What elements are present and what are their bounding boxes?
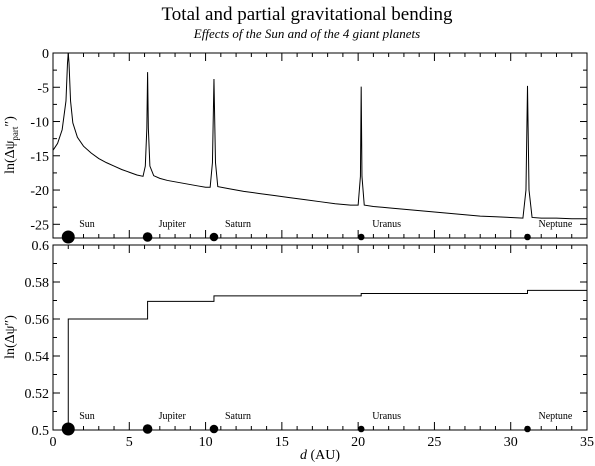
top-series-line xyxy=(52,52,587,220)
x-tick-label: 15 xyxy=(275,435,289,450)
top-y-label-suffix: ″) xyxy=(3,116,18,127)
bottom-y-ticks: 0.5 0.52 0.54 0.56 0.58 0.6 xyxy=(25,239,587,439)
x-tick-label: 0 xyxy=(50,435,57,450)
top-body-markers: Sun Jupiter Saturn Uranus Neptune xyxy=(61,219,573,244)
body-label-uranus: Uranus xyxy=(372,219,401,230)
body-marker-jupiter xyxy=(142,424,153,434)
y-tick-label: 0.56 xyxy=(25,313,50,328)
x-tick-label: 20 xyxy=(351,435,365,450)
body-marker-jupiter xyxy=(142,232,153,242)
body-label-saturn: Saturn xyxy=(225,411,251,422)
y-tick-label: 0.6 xyxy=(32,239,50,254)
x-axis-label: d (AU) xyxy=(300,448,340,463)
body-label-neptune: Neptune xyxy=(538,219,572,230)
chart-title: Total and partial gravitational bending xyxy=(162,4,453,25)
body-label-sun: Sun xyxy=(79,411,95,422)
bottom-y-axis-label: ln(Δψ″) xyxy=(3,315,18,359)
body-label-jupiter: Jupiter xyxy=(159,411,187,422)
top-y-ticks: 0 -5 -10 -15 -20 -25 xyxy=(30,47,587,233)
y-tick-label: -15 xyxy=(30,150,49,165)
y-tick-label: -25 xyxy=(30,218,49,233)
bottom-x-ticks: 0 5 10 15 20 25 30 35 xyxy=(50,245,594,450)
y-tick-label: -10 xyxy=(30,116,49,131)
y-tick-label: 0.52 xyxy=(25,387,50,402)
y-tick-label: 0.5 xyxy=(32,424,50,439)
top-y-label-prefix: ln(Δψ xyxy=(3,140,18,174)
body-label-saturn: Saturn xyxy=(225,219,251,230)
body-marker-sun xyxy=(61,230,75,244)
x-tick-label: 30 xyxy=(504,435,518,450)
chart-subtitle: Effects of the Sun and of the 4 giant pl… xyxy=(193,26,420,41)
body-marker-saturn xyxy=(209,232,219,242)
y-tick-label: 0 xyxy=(42,47,49,62)
body-label-uranus: Uranus xyxy=(372,411,401,422)
x-tick-label: 10 xyxy=(199,435,213,450)
x-tick-label: 5 xyxy=(126,435,133,450)
body-label-neptune: Neptune xyxy=(538,411,572,422)
top-x-ticks xyxy=(52,53,588,238)
top-y-label-sub: part xyxy=(10,126,20,140)
x-label-unit: (AU) xyxy=(307,448,340,463)
x-label-var: d xyxy=(300,448,308,463)
top-panel: 0 -5 -10 -15 -20 -25 ln(Δψpart″) Sun Jupiter Sa… xyxy=(3,47,588,244)
body-marker-saturn xyxy=(209,424,219,434)
x-tick-label: 25 xyxy=(427,435,441,450)
body-marker-uranus xyxy=(357,233,365,241)
y-tick-label: -20 xyxy=(30,184,49,199)
top-plot-frame xyxy=(52,52,588,239)
bottom-panel: 0.5 0.52 0.54 0.56 0.58 0.6 0 5 10 15 20 25 30 35 ln… xyxy=(3,239,594,463)
bottom-plot-frame xyxy=(52,244,588,431)
body-marker-neptune xyxy=(524,425,531,433)
y-tick-label: 0.54 xyxy=(25,350,50,365)
body-marker-sun xyxy=(61,422,75,436)
x-tick-label: 35 xyxy=(580,435,594,450)
y-tick-label: -5 xyxy=(37,81,49,96)
body-label-jupiter: Jupiter xyxy=(159,219,187,230)
top-y-axis-label: ln(Δψpart″) xyxy=(3,116,20,174)
body-marker-neptune xyxy=(524,233,531,241)
bottom-series-line xyxy=(67,289,587,430)
y-tick-label: 0.58 xyxy=(25,276,50,291)
bottom-body-markers: Sun Jupiter Saturn Uranus Neptune xyxy=(61,411,573,436)
body-label-sun: Sun xyxy=(79,219,95,230)
body-marker-uranus xyxy=(357,425,365,433)
